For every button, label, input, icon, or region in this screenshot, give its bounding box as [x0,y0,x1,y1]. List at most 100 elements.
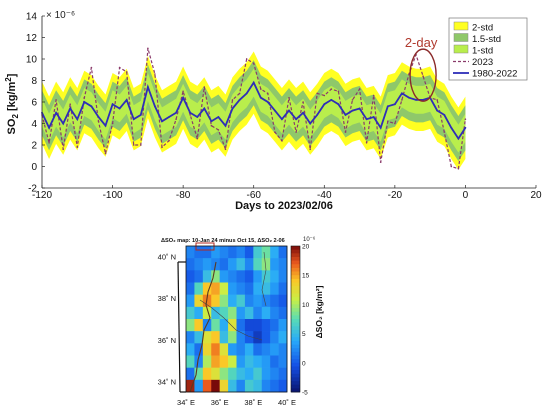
heatmap-cell [278,258,288,271]
annotation-label: 2-day [405,35,438,50]
heatmap-cell [278,379,288,393]
heatmap-x-tick-label: 36˚ E [211,398,229,407]
heatmap-cell [194,343,204,356]
point-1980-2022 [316,114,319,116]
heatmap-cell [194,355,204,368]
colorbar-segment [291,253,300,258]
point-1980-2022 [295,118,297,121]
heatmap-cell [228,331,237,344]
heatmap-cell [253,258,263,271]
point-1980-2022 [266,101,269,103]
point-1980-2022 [372,116,375,118]
y-tick-label: 14 [26,12,38,23]
heatmap-cell [244,379,254,393]
y-tick-label: -2 [28,184,37,195]
point-2023 [245,58,248,60]
heatmap-cell [236,355,246,368]
heatmap-cell [253,343,263,356]
y-tick-label: 8 [31,76,37,87]
heatmap-cell [219,294,229,308]
point-2023 [69,103,71,105]
colorbar-segment [291,351,300,356]
colorbar-segment [291,289,300,294]
heatmap-cell [219,319,229,332]
y-tick-label: 4 [31,119,37,130]
x-tick-label: -80 [176,190,191,201]
point-1980-2022 [245,92,248,95]
heatmap-cell [228,306,237,320]
colorbar-tick-label: 15 [302,273,310,280]
heatmap-cell [219,282,229,295]
point-2023 [267,92,269,95]
point-1980-2022 [62,122,65,125]
point-1980-2022 [415,99,417,101]
point-2023 [330,88,333,90]
axes [41,15,537,189]
heatmap-cell [278,270,288,283]
point-1980-2022 [132,118,135,121]
colorbar-segment [291,275,300,280]
heatmap-cell [270,306,279,320]
colorbar-tick-label: -5 [302,390,308,397]
heatmap-cell [228,379,237,393]
heatmap-cell [236,379,246,393]
point-1980-2022 [111,103,114,106]
colorbar-segment [291,271,300,276]
point-1980-2022 [344,114,347,116]
heatmap-frame [185,245,288,393]
point-2023 [238,92,241,95]
heatmap-cell [194,331,204,344]
point-1980-2022 [330,99,333,101]
heatmap-cell [219,246,229,259]
legend-label-1-5-std: 1.5-std [472,34,501,45]
heatmap-cell [270,282,279,295]
y-tick-label: 2 [31,141,37,152]
heatmap-cell [186,367,195,381]
x-axis-label: Days to 2023/02/06 [235,200,333,212]
colorbar-segment [291,362,300,367]
heatmap-cell [186,246,195,259]
annotation: 2-day [405,35,438,102]
heatmap-cell [202,282,212,295]
heatmap-cell [278,343,288,356]
point-2023 [203,86,206,88]
colorbar-segment [291,315,300,320]
point-1980-2022 [55,111,57,114]
heatmap-cell [219,379,229,393]
heatmap-cell [194,246,204,259]
point-1980-2022 [147,86,149,88]
heatmap-cell [211,343,220,356]
point-1980-2022 [154,105,156,108]
point-1980-2022 [217,116,220,118]
point-2023 [387,120,389,123]
heatmap-cells [186,246,288,393]
point-1980-2022 [443,114,446,116]
colorbar-segment [291,377,300,382]
point-2023 [175,118,177,120]
heatmap-cell [278,306,288,320]
colorbar-segment [291,340,300,345]
heatmap-cell [261,270,271,283]
heatmap-cell [194,379,204,393]
heatmap-cell [236,319,246,332]
point-2023 [394,122,396,125]
colorbar-segment [291,282,300,287]
colorbar-segment [291,355,300,360]
heatmap-cell [278,355,288,368]
colorbar-segment [291,293,300,298]
svg-text:SO2 [kg/m2]: SO2 [kg/m2] [4,73,20,134]
heatmap-cell [186,379,195,393]
point-2023 [83,96,86,99]
heatmap-cell [211,379,220,393]
y-axis-label: SO2 [kg/m2] [4,73,20,134]
heatmap-y-tick-label: 38˚ N [158,294,176,303]
point-2023 [154,73,156,75]
point-2023 [132,144,135,146]
colorbar-segment [291,322,300,327]
heatmap-cell [253,367,263,381]
y-tick-label: 0 [31,162,37,173]
heatmap-cell [219,270,229,283]
point-1980-2022 [337,103,340,106]
